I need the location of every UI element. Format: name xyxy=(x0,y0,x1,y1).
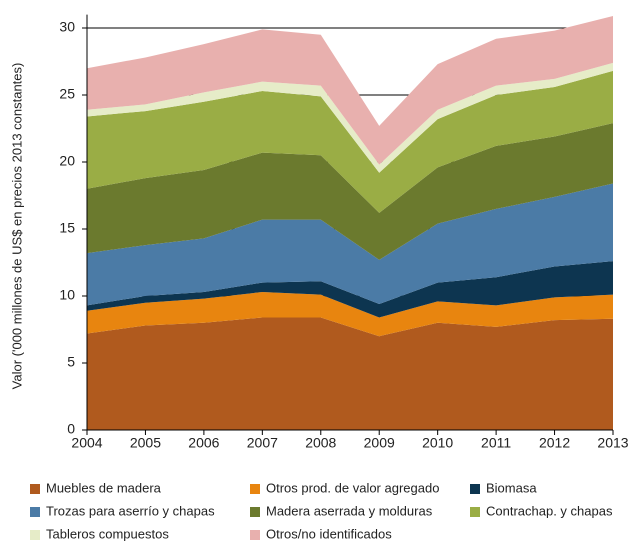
legend-label: Madera aserrada y molduras xyxy=(266,503,433,518)
x-tick-label: 2007 xyxy=(247,435,278,451)
y-tick-label: 0 xyxy=(67,421,75,437)
legend-label: Contrachap. y chapas xyxy=(486,503,613,518)
area xyxy=(87,291,613,337)
y-tick-label: 10 xyxy=(59,287,75,303)
area xyxy=(87,317,613,430)
legend-swatch xyxy=(250,530,260,540)
x-tick-label: 2009 xyxy=(364,435,395,451)
area xyxy=(87,261,613,318)
y-tick-label: 25 xyxy=(59,86,75,102)
legend-label: Tableros compuestos xyxy=(46,526,169,541)
legend-label: Muebles de madera xyxy=(46,480,162,495)
y-tick-label: 30 xyxy=(59,19,75,35)
x-tick-label: 2013 xyxy=(597,435,628,451)
area xyxy=(87,15,613,165)
x-tick-label: 2005 xyxy=(130,435,161,451)
x-tick-label: 2011 xyxy=(481,435,511,451)
x-tick-label: 2012 xyxy=(539,435,570,451)
legend-label: Trozas para aserrío y chapas xyxy=(46,503,215,518)
area xyxy=(87,70,613,213)
legend-label: Otros prod. de valor agregado xyxy=(266,480,439,495)
legend-label: Biomasa xyxy=(486,480,537,495)
y-tick-label: 15 xyxy=(59,220,75,236)
legend-label: Otros/no identificados xyxy=(266,526,392,541)
legend-swatch xyxy=(30,484,40,494)
legend-swatch xyxy=(30,507,40,517)
legend-swatch xyxy=(470,484,480,494)
legend-swatch xyxy=(250,484,260,494)
legend-swatch xyxy=(250,507,260,517)
x-tick-label: 2010 xyxy=(422,435,453,451)
x-tick-label: 2006 xyxy=(188,435,219,451)
area xyxy=(87,123,613,260)
legend-swatch xyxy=(30,530,40,540)
area xyxy=(87,183,613,306)
y-tick-label: 20 xyxy=(59,153,75,169)
y-tick-label: 5 xyxy=(67,354,75,370)
x-tick-label: 2008 xyxy=(305,435,336,451)
y-axis-label: Valor ('000 millones de US$ en precios 2… xyxy=(9,63,24,390)
legend-swatch xyxy=(470,507,480,517)
x-tick-label: 2004 xyxy=(71,435,102,451)
area xyxy=(87,62,613,173)
